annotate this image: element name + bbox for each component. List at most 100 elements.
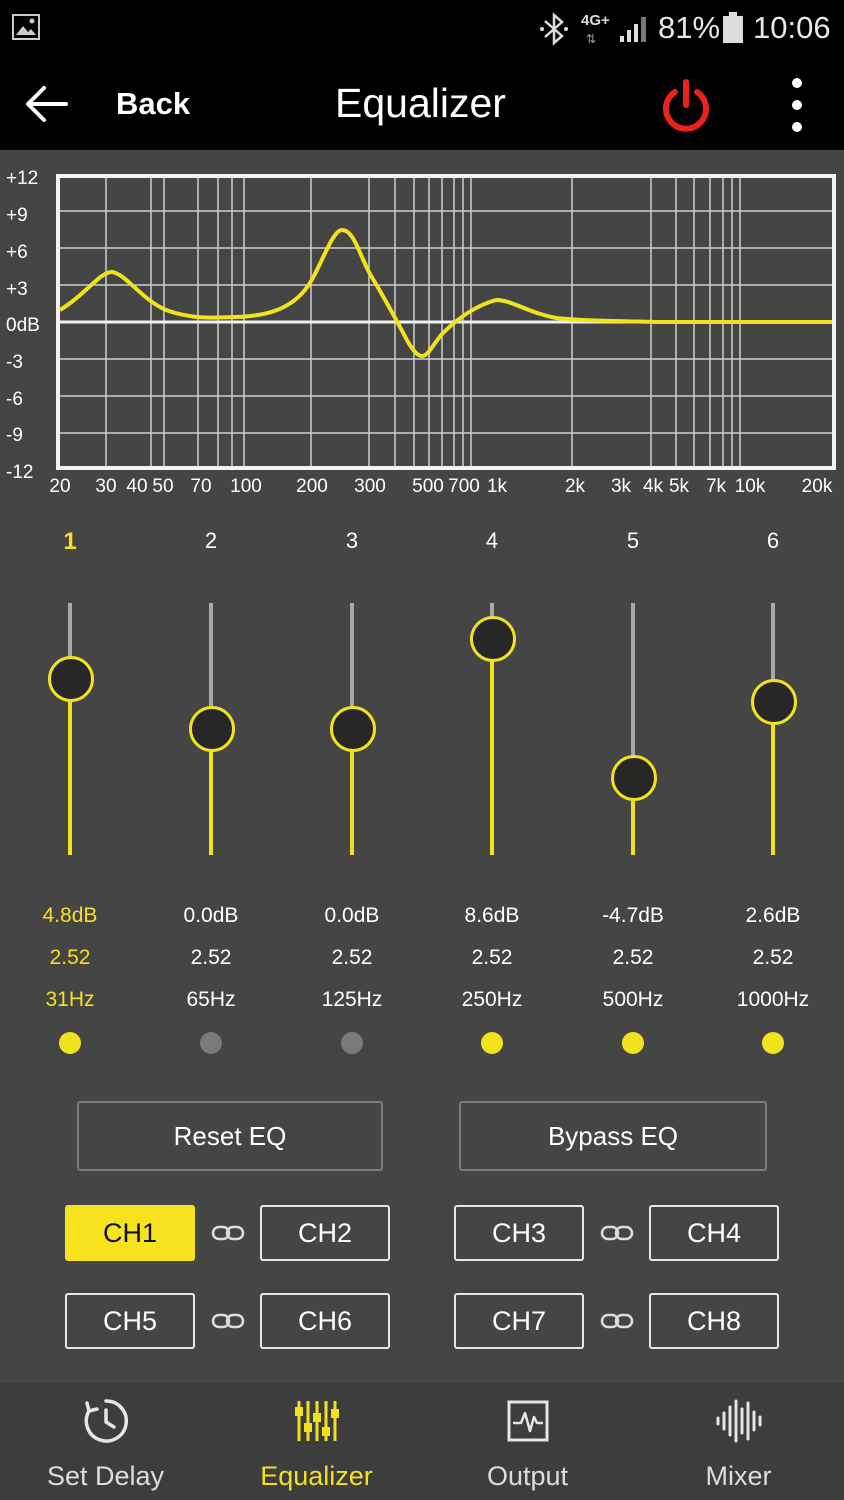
band-enable-indicator[interactable] [341, 1032, 363, 1054]
channel-link-icon[interactable] [600, 1223, 634, 1243]
back-arrow-icon[interactable] [24, 82, 68, 126]
channel-button-ch4[interactable]: CH4 [649, 1205, 779, 1261]
nav-mixer[interactable]: Mixer [633, 1383, 844, 1500]
y-axis-label: +3 [6, 279, 28, 300]
x-axis-label: 100 [230, 476, 262, 497]
channel-button-ch3[interactable]: CH3 [454, 1205, 584, 1261]
channel-button-ch5[interactable]: CH5 [65, 1293, 195, 1349]
band-slider-knob[interactable] [470, 615, 516, 662]
y-axis-label: +6 [6, 242, 28, 263]
band-gain[interactable]: 8.6dB [464, 904, 520, 927]
band-number[interactable]: 3 [345, 528, 359, 553]
eq-band-3[interactable]: 3 0.0dB 2.52 125Hz [282, 520, 422, 1080]
channel-link-icon[interactable] [211, 1311, 245, 1331]
x-axis-label: 3k [610, 476, 632, 497]
band-gain[interactable]: 4.8dB [42, 904, 98, 927]
x-axis-label: 5k [668, 476, 690, 497]
channel-button-ch2[interactable]: CH2 [260, 1205, 390, 1261]
x-axis-label: 40 [126, 476, 148, 497]
nav-output[interactable]: Output [422, 1383, 633, 1500]
band-frequency[interactable]: 31Hz [45, 988, 95, 1011]
band-slider-fill [631, 778, 635, 855]
x-axis-label: 500 [412, 476, 444, 497]
band-enable-indicator[interactable] [59, 1032, 81, 1054]
band-q[interactable]: 2.52 [190, 946, 232, 969]
band-slider-knob[interactable] [611, 755, 657, 802]
bluetooth-icon [540, 12, 568, 46]
battery-icon [723, 12, 743, 43]
band-gain[interactable]: 0.0dB [324, 904, 380, 927]
band-frequency[interactable]: 1000Hz [736, 988, 810, 1011]
x-axis-label: 10k [734, 476, 766, 497]
band-slider-knob[interactable] [48, 655, 94, 702]
x-axis-label: 1k [486, 476, 508, 497]
band-q[interactable]: 2.52 [612, 946, 654, 969]
band-frequency[interactable]: 125Hz [321, 988, 383, 1011]
channel-button-ch1[interactable]: CH1 [65, 1205, 195, 1261]
band-frequency[interactable]: 500Hz [602, 988, 664, 1011]
band-number[interactable]: 1 [63, 528, 77, 555]
channel-button-ch8[interactable]: CH8 [649, 1293, 779, 1349]
band-enable-indicator[interactable] [622, 1032, 644, 1054]
equalizer-icon [295, 1401, 339, 1441]
nav-equalizer[interactable]: Equalizer [211, 1383, 422, 1500]
eq-graph-plot [56, 174, 836, 470]
band-gain[interactable]: -4.7dB [602, 904, 664, 927]
band-number[interactable]: 5 [626, 528, 640, 553]
band-number[interactable]: 4 [485, 528, 499, 553]
nav-set-delay[interactable]: Set Delay [0, 1383, 211, 1500]
power-icon[interactable] [658, 78, 714, 134]
nav-label: Set Delay [46, 1461, 165, 1491]
x-axis-label: 4k [642, 476, 664, 497]
band-slider-knob[interactable] [751, 678, 797, 725]
band-q[interactable]: 2.52 [471, 946, 513, 969]
y-axis-label: +9 [6, 205, 28, 226]
band-q[interactable]: 2.52 [752, 946, 794, 969]
bypass-eq-button[interactable]: Bypass EQ [459, 1101, 767, 1171]
band-gain[interactable]: 0.0dB [183, 904, 239, 927]
x-axis-label: 2k [564, 476, 586, 497]
band-slider-track[interactable] [631, 603, 635, 855]
eq-band-5[interactable]: 5 -4.7dB 2.52 500Hz [563, 520, 703, 1080]
x-axis-label: 20k [801, 476, 833, 497]
eq-band-4[interactable]: 4 8.6dB 2.52 250Hz [422, 520, 562, 1080]
band-q[interactable]: 2.52 [49, 946, 91, 969]
x-axis-label: 50 [152, 476, 174, 497]
band-number[interactable]: 2 [204, 528, 218, 553]
eq-response-curve [58, 227, 832, 359]
channel-button-ch7[interactable]: CH7 [454, 1293, 584, 1349]
clock-icon [84, 1399, 129, 1443]
battery-percentage: 81% [658, 10, 721, 45]
back-button[interactable]: Back [116, 86, 191, 121]
eq-band-2[interactable]: 2 0.0dB 2.52 65Hz [141, 520, 281, 1080]
eq-band-1[interactable]: 1 4.8dB 2.52 31Hz [0, 520, 140, 1080]
waveform-box-icon [507, 1400, 549, 1442]
page-title: Equalizer [335, 80, 506, 126]
x-axis-label: 20 [49, 476, 71, 497]
channel-link-icon[interactable] [211, 1223, 245, 1243]
band-gain[interactable]: 2.6dB [745, 904, 801, 927]
x-axis-label: 200 [296, 476, 328, 497]
y-axis-label: -12 [6, 462, 34, 483]
band-slider-fill [771, 701, 775, 855]
x-axis-label: 700 [448, 476, 480, 497]
band-frequency[interactable]: 65Hz [186, 988, 236, 1011]
more-options-icon[interactable] [780, 76, 814, 134]
x-axis-label: 70 [190, 476, 212, 497]
channel-button-ch6[interactable]: CH6 [260, 1293, 390, 1349]
band-number[interactable]: 6 [766, 528, 780, 553]
channel-link-icon[interactable] [600, 1311, 634, 1331]
eq-band-6[interactable]: 6 2.6dB 2.52 1000Hz [703, 520, 843, 1080]
band-slider-knob[interactable] [330, 706, 376, 752]
gallery-notification-icon [12, 14, 40, 40]
reset-eq-button[interactable]: Reset EQ [77, 1101, 383, 1171]
band-slider-knob[interactable] [189, 706, 235, 752]
band-enable-indicator[interactable] [762, 1032, 784, 1054]
band-enable-indicator[interactable] [200, 1032, 222, 1054]
band-enable-indicator[interactable] [481, 1032, 503, 1054]
status-time: 10:06 [753, 10, 831, 45]
y-axis-label: +12 [6, 168, 39, 189]
band-q[interactable]: 2.52 [331, 946, 373, 969]
x-axis-label: 30 [95, 476, 117, 497]
band-frequency[interactable]: 250Hz [461, 988, 523, 1011]
